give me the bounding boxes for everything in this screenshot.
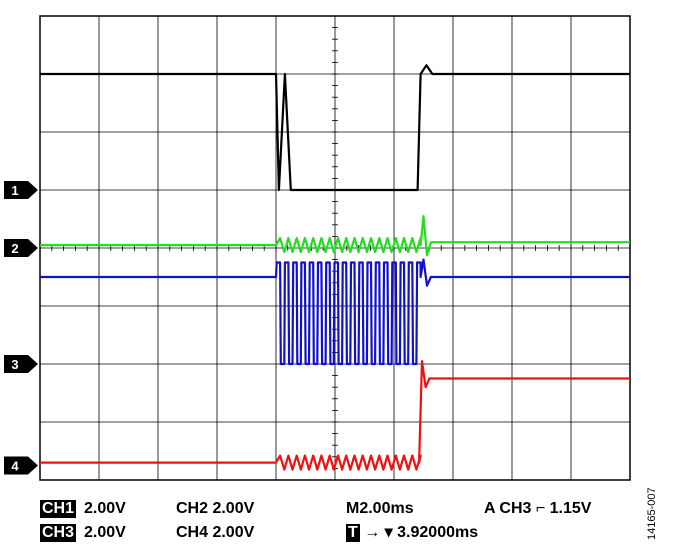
ground-marker-ch3 xyxy=(4,355,38,373)
ground-marker-label-ch4: 4 xyxy=(11,459,19,474)
trigger-setting: A CH3 ⌐ 1.15V xyxy=(484,500,592,517)
ch4-setting: CH4 2.00V xyxy=(176,524,255,541)
ch3-label: CH3 xyxy=(40,524,77,542)
ground-marker-ch4 xyxy=(4,456,38,475)
ground-marker-ch1 xyxy=(4,181,38,199)
ch1-volts: 2.00V xyxy=(84,500,126,517)
ch2-setting: CH2 2.00V xyxy=(176,500,255,517)
ground-marker-label-ch1: 1 xyxy=(11,183,18,198)
ch3-volts: 2.00V xyxy=(84,524,126,541)
figure-id: 14165-007 xyxy=(646,487,658,540)
trigger-position: T → ▾ 3.92000ms xyxy=(346,524,478,542)
ground-marker-ch2 xyxy=(4,239,38,257)
ch3-setting: CH3 2.00V xyxy=(40,524,126,542)
ch1-label: CH1 xyxy=(40,500,77,518)
trace-ch2 xyxy=(40,215,630,257)
trigger-position-value: → ▾ 3.92000ms xyxy=(364,524,479,541)
trace-ch4 xyxy=(40,360,630,471)
timebase-setting: M2.00ms xyxy=(346,500,414,517)
ground-marker-label-ch2: 2 xyxy=(11,241,18,256)
ground-marker-label-ch3: 3 xyxy=(11,357,18,372)
ch1-setting: CH1 2.00V xyxy=(40,500,126,518)
trace-ch3 xyxy=(40,258,630,366)
trigger-position-icon: T xyxy=(346,524,360,542)
trace-ch1 xyxy=(40,64,630,192)
